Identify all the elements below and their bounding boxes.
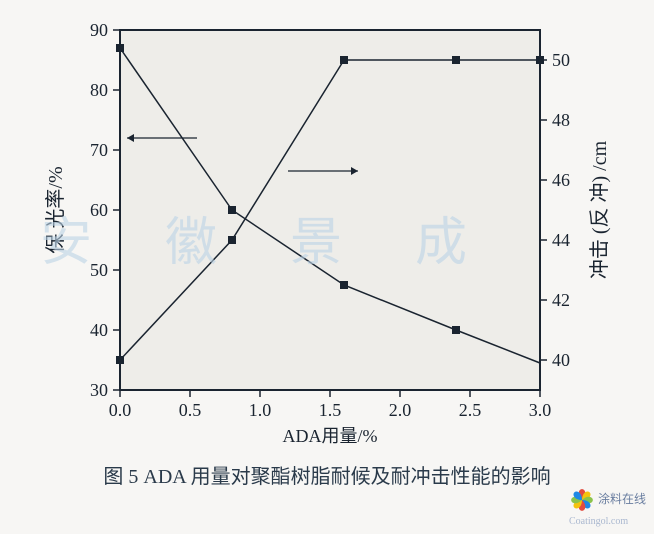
footer-logo-text: 涂料在线	[598, 492, 646, 506]
footer-logo: 涂料在线 Coatingol.com	[569, 487, 646, 528]
y-right-tick-label: 42	[552, 290, 570, 310]
series-marker-impact	[536, 56, 544, 64]
x-axis-label: ADA用量/%	[283, 426, 378, 446]
y-right-tick-label: 48	[552, 110, 570, 130]
series-marker-impact	[452, 56, 460, 64]
x-tick-label: 3.0	[529, 400, 552, 420]
y-right-tick-label: 46	[552, 170, 570, 190]
plot-frame	[120, 30, 540, 390]
y-left-tick-label: 30	[90, 380, 108, 400]
y-left-tick-label: 40	[90, 320, 108, 340]
series-marker-gloss_retention	[116, 44, 124, 52]
chart-container: 安 徽 景 成 0.00.51.01.52.02.53.030405060708…	[0, 0, 654, 534]
x-tick-label: 0.5	[179, 400, 202, 420]
y-left-axis-label: 保 光率/%	[44, 166, 67, 253]
series-marker-gloss_retention	[452, 326, 460, 334]
footer-url: Coatingol.com	[569, 516, 628, 527]
x-tick-label: 1.0	[249, 400, 272, 420]
y-right-tick-label: 44	[552, 230, 570, 250]
y-left-tick-label: 70	[90, 140, 108, 160]
x-tick-label: 1.5	[319, 400, 342, 420]
x-tick-label: 0.0	[109, 400, 132, 420]
x-tick-label: 2.5	[459, 400, 482, 420]
series-marker-gloss_retention	[340, 281, 348, 289]
series-marker-impact	[340, 56, 348, 64]
y-left-tick-label: 80	[90, 80, 108, 100]
series-marker-impact	[228, 236, 236, 244]
series-marker-gloss_retention	[228, 206, 236, 214]
series-marker-impact	[116, 356, 124, 364]
y-right-tick-label: 50	[552, 50, 570, 70]
x-tick-label: 2.0	[389, 400, 412, 420]
y-right-axis-label: 冲击 (反 冲) /cm	[588, 140, 611, 279]
y-left-tick-label: 60	[90, 200, 108, 220]
chart-svg: 0.0 0.5 1.0 1.5 2.0 2.5 3.0 30 40 50 60 70 80 90 40 42 4…	[0, 0, 654, 470]
y-right-tick-label: 40	[552, 350, 570, 370]
flower-icon	[569, 487, 595, 513]
figure-caption: 图 5 ADA 用量对聚酯树脂耐候及耐冲击性能的影响	[0, 460, 654, 489]
y-left-tick-label: 50	[90, 260, 108, 280]
y-left-tick-label: 90	[90, 20, 108, 40]
